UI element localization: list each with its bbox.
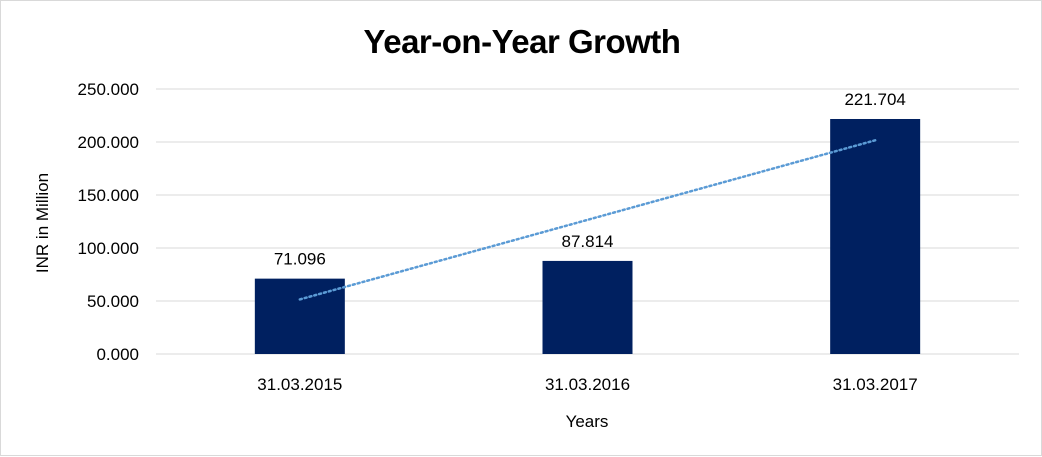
y-tick-label: 50.000	[87, 292, 139, 311]
x-axis-label: Years	[566, 412, 609, 431]
data-label: 71.096	[274, 250, 326, 269]
data-label: 221.704	[844, 90, 905, 109]
x-tick-label: 31.03.2017	[833, 375, 918, 394]
y-tick-label: 100.000	[78, 239, 139, 258]
chart-title: Year-on-Year Growth	[364, 23, 681, 60]
bars	[254, 118, 921, 354]
trendline-line	[298, 139, 877, 301]
x-tick-label: 31.03.2015	[257, 375, 342, 394]
y-tick-label: 250.000	[78, 80, 139, 99]
y-axis-ticks: 0.000 50.000 100.000 150.000 200.000 250.000	[78, 80, 139, 364]
bar	[830, 118, 921, 354]
data-labels: 71.096 87.814 221.704	[274, 90, 906, 269]
bar	[542, 260, 633, 354]
y-tick-label: 200.000	[78, 133, 139, 152]
y-tick-label: 150.000	[78, 186, 139, 205]
x-tick-label: 31.03.2016	[545, 375, 630, 394]
trendline	[298, 139, 877, 301]
y-tick-label: 0.000	[96, 345, 139, 364]
x-axis-ticks: 31.03.2015 31.03.2016 31.03.2017	[257, 375, 917, 394]
data-label: 87.814	[562, 232, 614, 251]
y-axis-label: INR in Million	[33, 173, 52, 273]
